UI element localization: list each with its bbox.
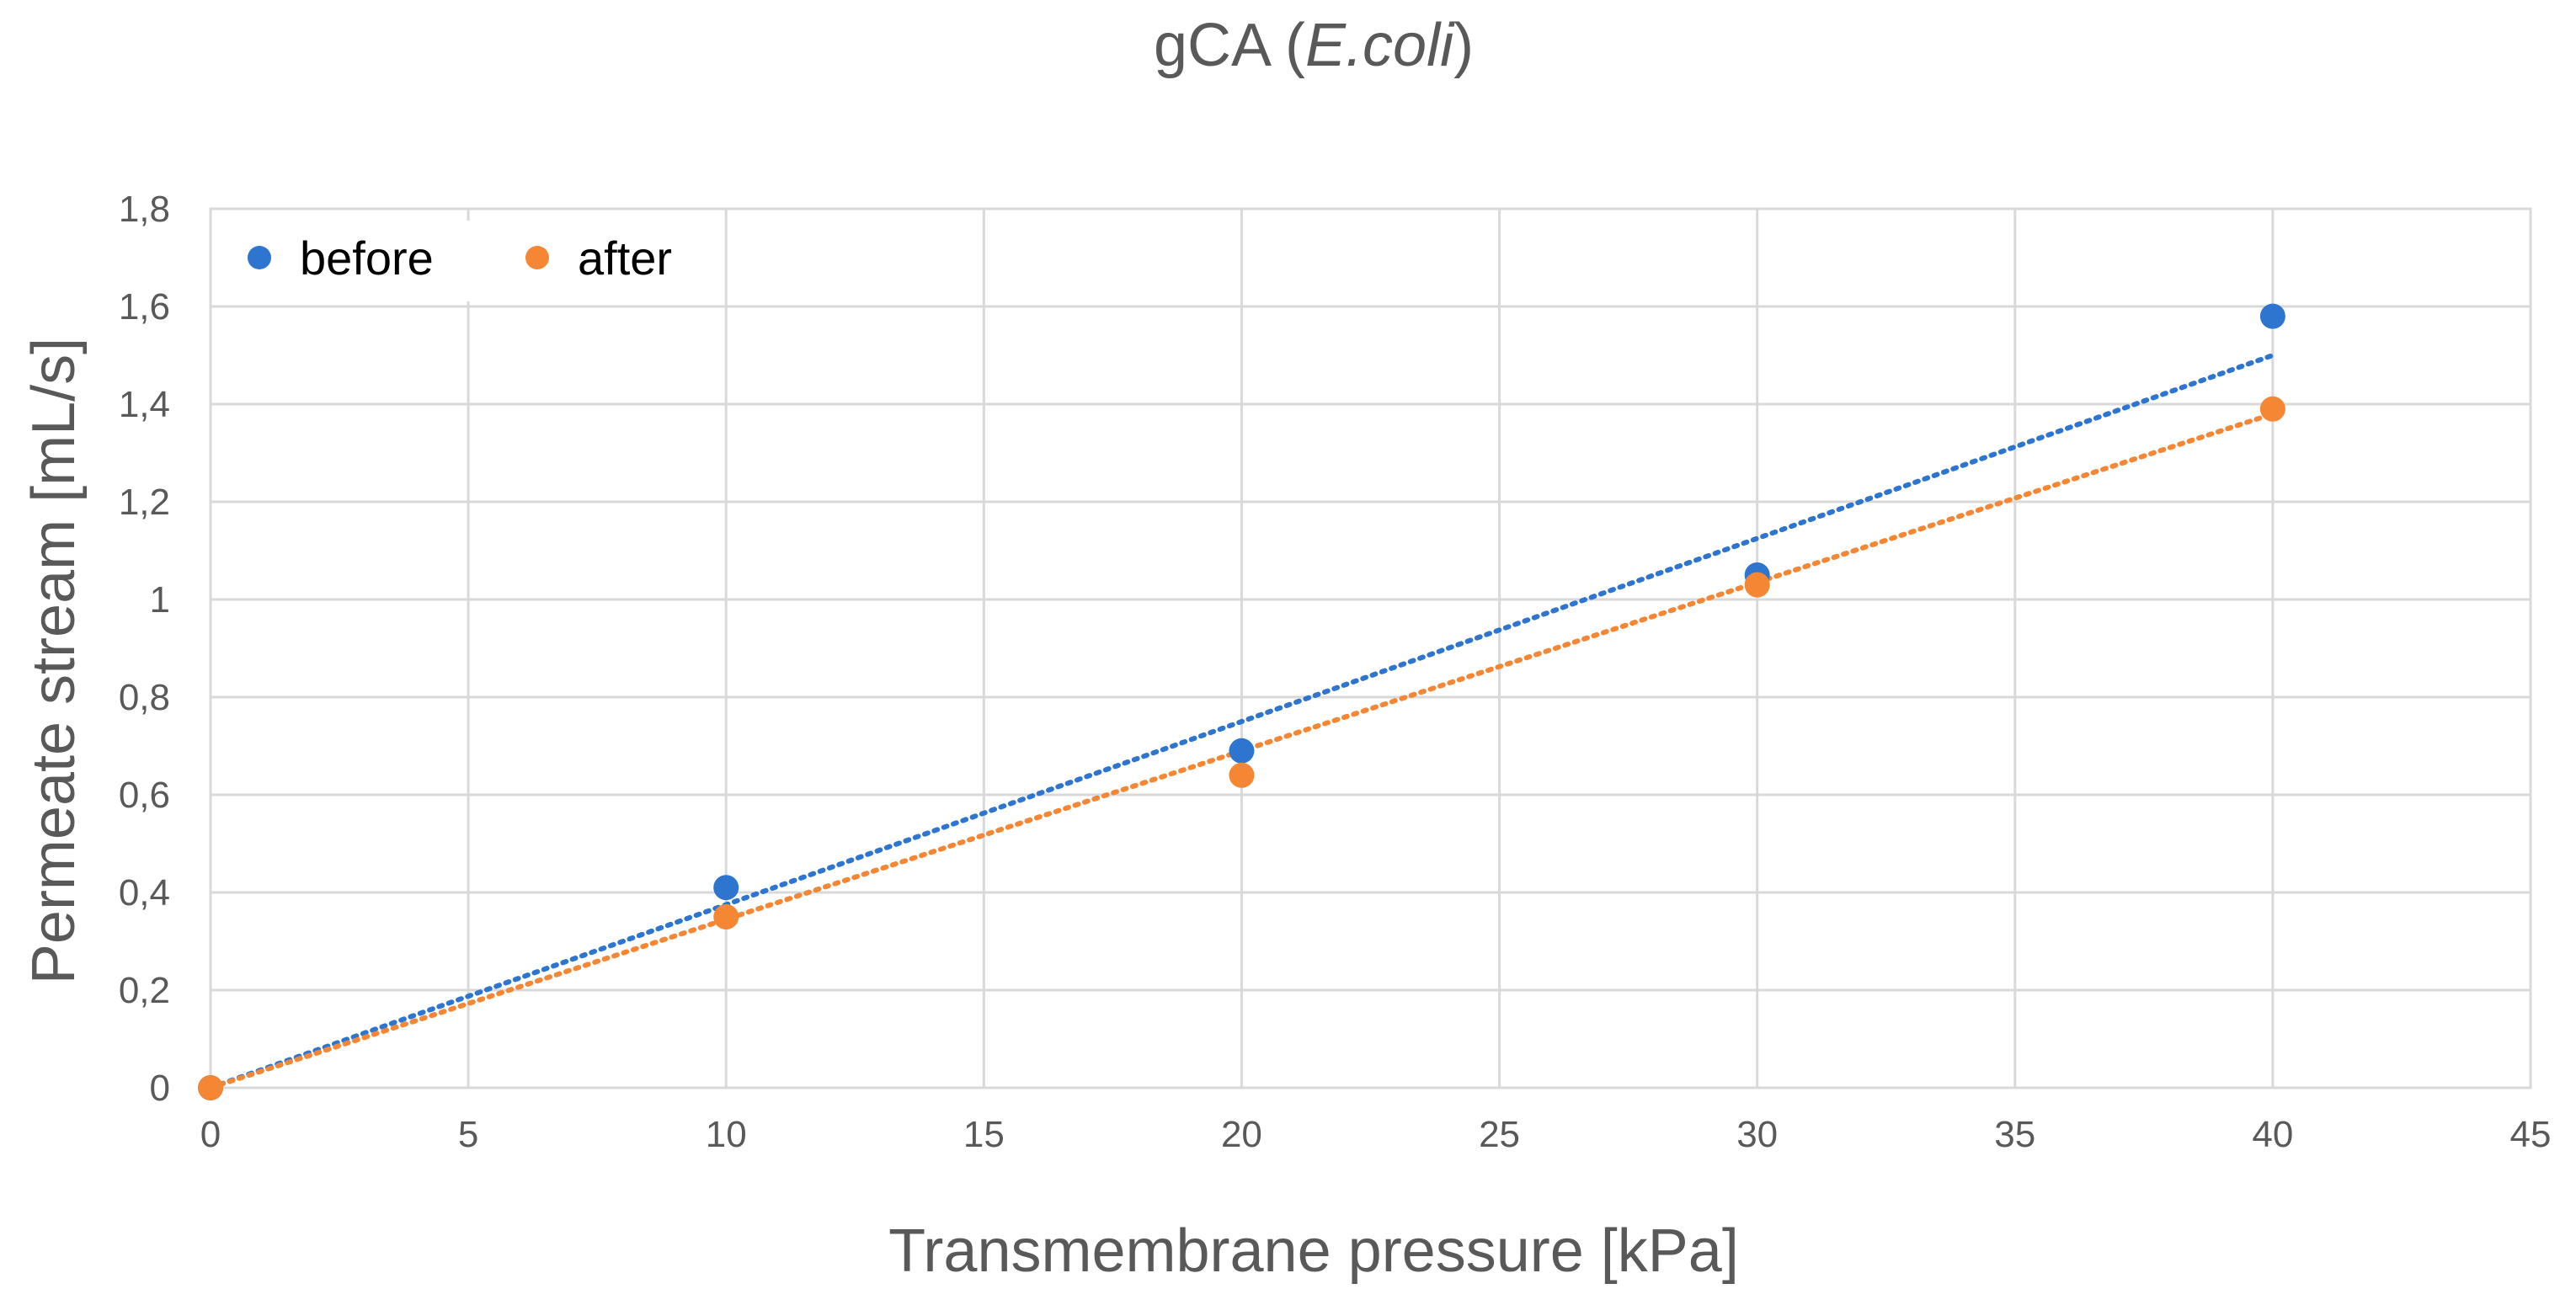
y-tick-label: 1,8 xyxy=(119,189,170,230)
x-tick-label: 30 xyxy=(1736,1114,1778,1155)
point-after xyxy=(2259,396,2285,422)
legend: before after xyxy=(248,232,672,285)
legend-label-before: before xyxy=(300,232,434,285)
chart-title-italic: E.coli xyxy=(1305,12,1455,79)
chart-title-prefix: gCA ( xyxy=(1154,12,1305,79)
legend-marker-after xyxy=(525,246,549,269)
y-tick-label: 1,4 xyxy=(119,384,170,425)
x-tick-label: 0 xyxy=(200,1114,221,1155)
axis-tick-labels: 0 5 10 15 20 25 30 35 40 45 0 0,2 0,4 0,6 0,8 1 1,2 1,4 1,… xyxy=(119,189,2552,1155)
point-before xyxy=(1229,738,1255,764)
point-after xyxy=(1229,762,1255,788)
x-tick-label: 45 xyxy=(2510,1114,2552,1155)
y-tick-label: 0 xyxy=(150,1068,170,1109)
gridlines xyxy=(209,207,2532,1089)
y-tick-label: 1,6 xyxy=(119,286,170,328)
x-tick-label: 25 xyxy=(1479,1114,1520,1155)
x-tick-label: 40 xyxy=(2252,1114,2293,1155)
y-tick-label: 1 xyxy=(150,579,170,621)
x-tick-label: 15 xyxy=(963,1114,1005,1155)
point-before xyxy=(713,875,739,901)
y-tick-label: 0,8 xyxy=(119,677,170,718)
legend-marker-before xyxy=(248,246,271,269)
x-tick-label: 35 xyxy=(1994,1114,2035,1155)
point-before xyxy=(2259,303,2285,329)
legend-background xyxy=(229,221,701,301)
trendline-before xyxy=(208,353,2275,1090)
y-axis-title: Permeate stream [mL/s] xyxy=(20,338,88,984)
data-points xyxy=(198,303,2285,1100)
chart-title: gCA (E.coli) xyxy=(1154,12,1474,79)
y-tick-label: 0,4 xyxy=(119,872,170,914)
y-tick-label: 0,2 xyxy=(119,970,170,1011)
point-after xyxy=(1744,572,1770,598)
point-after xyxy=(198,1075,223,1100)
x-axis-title: Transmembrane pressure [kPa] xyxy=(888,1217,1739,1285)
point-after xyxy=(713,904,739,929)
x-tick-label: 5 xyxy=(458,1114,478,1155)
x-tick-label: 10 xyxy=(706,1114,747,1155)
chart-title-suffix: ) xyxy=(1453,12,1474,79)
legend-label-after: after xyxy=(578,232,672,285)
y-tick-label: 1,2 xyxy=(119,482,170,523)
plot-area-border xyxy=(209,207,2532,1089)
y-tick-label: 0,6 xyxy=(119,775,170,816)
x-tick-label: 20 xyxy=(1221,1114,1262,1155)
